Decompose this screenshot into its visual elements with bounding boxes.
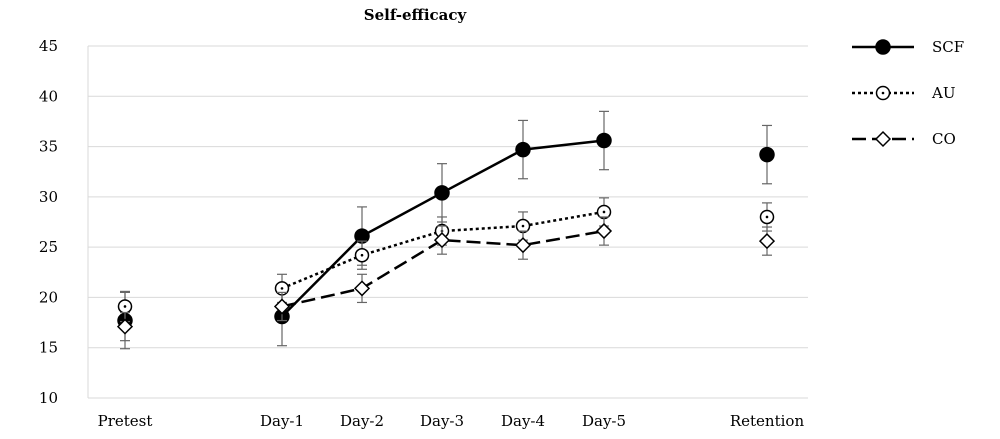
marker-open-diamond — [758, 233, 776, 250]
marker-open-diamond — [116, 318, 134, 335]
marker-center-dot — [602, 210, 606, 214]
y-tick-label: 10 — [39, 389, 58, 407]
x-tick-label: Day-1 — [260, 412, 304, 430]
legend-item-co: CO — [852, 130, 956, 148]
series — [116, 110, 776, 350]
y-tick-label: 40 — [39, 87, 58, 105]
y-tick-label: 35 — [39, 138, 58, 156]
x-tick-label: Day-5 — [582, 412, 626, 430]
legend-label: AU — [931, 84, 955, 102]
marker-center-dot — [360, 253, 364, 257]
gridlines — [87, 45, 808, 399]
marker-open-diamond — [353, 280, 371, 297]
y-tick-label: 45 — [39, 37, 58, 55]
marker-filled-circle — [875, 39, 891, 55]
legend: SCF AU CO — [852, 38, 964, 148]
series-line — [281, 210, 605, 290]
marker-open-diamond — [514, 237, 532, 254]
series-au — [117, 197, 775, 323]
legend-item-au: AU — [852, 84, 955, 102]
marker-center-dot — [765, 215, 769, 219]
marker-open-diamond — [595, 222, 613, 240]
marker-center-dot — [881, 91, 885, 95]
chart-title: Self-efficacy — [364, 6, 468, 24]
y-axis-ticks: 10 15 20 25 30 35 40 45 — [39, 37, 58, 407]
y-tick-label: 30 — [39, 188, 58, 206]
marker-filled-circle — [434, 185, 450, 201]
y-tick-label: 20 — [39, 288, 58, 306]
marker-open-diamond — [273, 298, 291, 315]
marker-center-dot — [521, 224, 525, 228]
x-tick-label: Day-4 — [501, 412, 545, 430]
legend-label: SCF — [932, 38, 964, 56]
marker-filled-circle — [759, 146, 775, 163]
series-co — [116, 216, 776, 342]
marker-open-diamond — [433, 232, 451, 249]
marker-center-dot — [280, 287, 284, 290]
marker-open-diamond — [874, 130, 892, 148]
x-axis-ticks: Pretest Day-1 Day-2 Day-3 Day-4 Day-5 Retentio… — [98, 412, 805, 430]
legend-label: CO — [932, 130, 956, 148]
x-tick-label: Day-3 — [420, 412, 464, 430]
legend-item-scf: SCF — [852, 38, 964, 56]
series-line — [281, 229, 605, 308]
marker-filled-circle — [515, 141, 531, 158]
marker-filled-circle — [596, 132, 612, 149]
y-tick-label: 25 — [39, 238, 58, 256]
marker-center-dot — [123, 305, 127, 308]
x-tick-label: Retention — [730, 412, 805, 430]
x-tick-label: Pretest — [98, 412, 153, 430]
y-tick-label: 15 — [39, 339, 58, 357]
x-tick-label: Day-2 — [340, 412, 384, 430]
